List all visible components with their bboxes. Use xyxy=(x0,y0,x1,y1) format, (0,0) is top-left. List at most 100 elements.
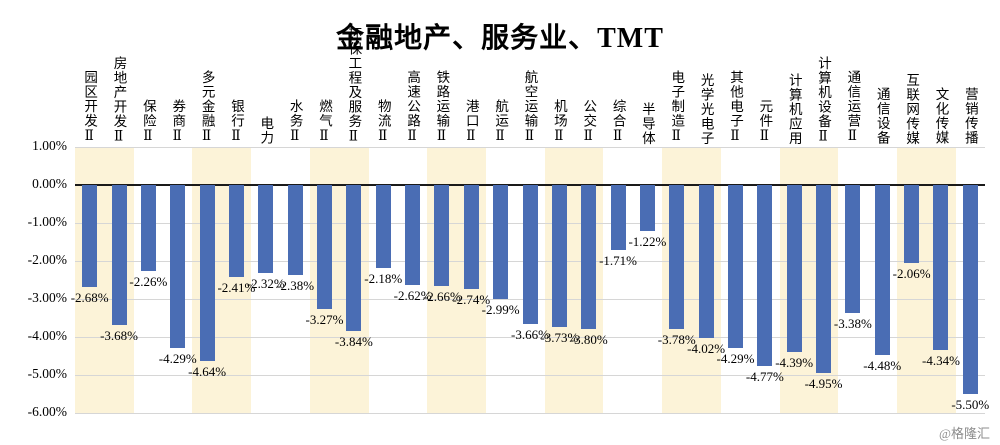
bar xyxy=(522,185,538,325)
category-label: 房地产开发Ⅱ xyxy=(111,55,127,146)
category-label: 互联网传媒 xyxy=(904,72,920,146)
bar xyxy=(375,185,391,268)
chart-title: 金融地产、服务业、TMT xyxy=(336,23,664,54)
category-label: 电子制造Ⅱ xyxy=(669,70,685,145)
category-label: 文化传媒 xyxy=(933,87,949,145)
value-label: -3.84% xyxy=(334,333,373,349)
category-label: 航空运输Ⅱ xyxy=(522,70,538,145)
value-label: -2.62% xyxy=(393,287,432,303)
category-label: 铁路运输Ⅱ xyxy=(434,70,450,145)
value-label: -3.27% xyxy=(305,312,344,328)
category-label: 计算机应用 xyxy=(786,72,802,146)
bar xyxy=(140,185,156,271)
y-axis-tick-label: -5.00% xyxy=(27,366,67,381)
value-label: -1.71% xyxy=(599,252,638,268)
value-label: -2.06% xyxy=(892,266,931,282)
category-label: 电力 xyxy=(258,116,274,145)
category-label: 航运Ⅱ xyxy=(493,99,509,145)
value-label: -3.38% xyxy=(833,316,872,332)
value-label: -3.73% xyxy=(540,329,579,345)
value-label: -1.22% xyxy=(628,234,667,250)
bar xyxy=(551,185,567,327)
bar xyxy=(669,185,685,329)
bar xyxy=(287,185,303,276)
value-label: -4.34% xyxy=(921,352,960,368)
value-label: -5.50% xyxy=(951,397,990,412)
bar xyxy=(170,185,186,349)
value-label: -2.18% xyxy=(364,270,403,286)
value-label: -2.68% xyxy=(70,289,109,305)
value-label: -4.39% xyxy=(775,354,814,370)
bar xyxy=(228,185,244,277)
value-label: -2.32% xyxy=(246,276,285,292)
bar xyxy=(493,185,509,299)
value-label: -4.29% xyxy=(716,351,755,367)
category-label: 物流Ⅱ xyxy=(375,99,391,145)
category-label: 银行Ⅱ xyxy=(228,99,244,145)
value-label: -4.48% xyxy=(863,358,902,374)
bar xyxy=(727,185,743,349)
category-label: 营销传播 xyxy=(962,87,978,145)
bar xyxy=(111,185,127,325)
value-label: -3.80% xyxy=(569,332,608,348)
category-label: 高速公路Ⅱ xyxy=(405,70,421,145)
category-label: 通信运营Ⅱ xyxy=(845,70,861,145)
bar xyxy=(786,185,802,352)
bar xyxy=(463,185,479,290)
bar xyxy=(874,185,890,356)
category-label: 保险Ⅱ xyxy=(140,99,156,145)
bar xyxy=(405,185,421,285)
value-label: -3.68% xyxy=(100,327,138,343)
bar xyxy=(845,185,861,314)
value-label: -2.66% xyxy=(422,289,461,305)
value-label: -4.95% xyxy=(804,376,843,392)
y-axis-tick-label: -4.00% xyxy=(27,328,67,343)
bar xyxy=(434,185,450,287)
grid-line xyxy=(75,336,985,338)
bar xyxy=(698,185,714,338)
value-label: -4.77% xyxy=(745,369,784,385)
value-label: -3.78% xyxy=(657,331,696,347)
category-label: 水务Ⅱ xyxy=(287,99,303,145)
category-label: 园区开发Ⅱ xyxy=(82,70,98,145)
bar xyxy=(933,185,949,350)
bar xyxy=(199,185,215,362)
bar xyxy=(904,185,920,264)
value-label: -2.99% xyxy=(481,301,520,317)
category-label: 元件Ⅱ xyxy=(757,99,773,145)
y-axis-tick-label: -1.00% xyxy=(27,214,67,229)
category-label: 通信设备 xyxy=(874,87,890,145)
bar xyxy=(317,185,333,310)
y-axis-tick-label: -2.00% xyxy=(27,252,67,267)
bar xyxy=(258,185,274,274)
bar xyxy=(757,185,773,367)
value-label: -4.29% xyxy=(158,351,197,367)
watermark: @格隆汇 xyxy=(939,426,990,441)
y-axis-tick-label: 1.00% xyxy=(32,138,67,153)
bar xyxy=(610,185,626,250)
category-label: 半导体 xyxy=(639,101,655,146)
category-label: 其他电子Ⅱ xyxy=(727,70,743,145)
category-label: 机场Ⅱ xyxy=(551,99,567,145)
y-axis-tick-label: 0.00% xyxy=(32,176,67,191)
category-label: 计算机设备Ⅱ xyxy=(816,55,832,146)
grid-line xyxy=(75,146,985,148)
category-label: 港口Ⅱ xyxy=(463,99,479,145)
bar xyxy=(962,185,978,394)
value-label: -4.02% xyxy=(687,340,726,356)
bar xyxy=(816,185,832,374)
category-label: 多元金融Ⅱ xyxy=(199,70,215,145)
bar xyxy=(581,185,597,330)
bar xyxy=(346,185,362,331)
value-label: -3.66% xyxy=(511,327,549,343)
category-label: 券商Ⅱ xyxy=(170,99,186,145)
value-label: -2.41% xyxy=(217,279,256,295)
grid-line xyxy=(75,374,985,376)
category-label: 综合Ⅱ xyxy=(610,99,626,145)
category-label: 光学光电子 xyxy=(698,72,714,146)
value-label: -2.74% xyxy=(452,292,491,308)
category-label: 燃气Ⅱ xyxy=(317,99,333,145)
y-axis-tick-label: -3.00% xyxy=(27,290,67,305)
